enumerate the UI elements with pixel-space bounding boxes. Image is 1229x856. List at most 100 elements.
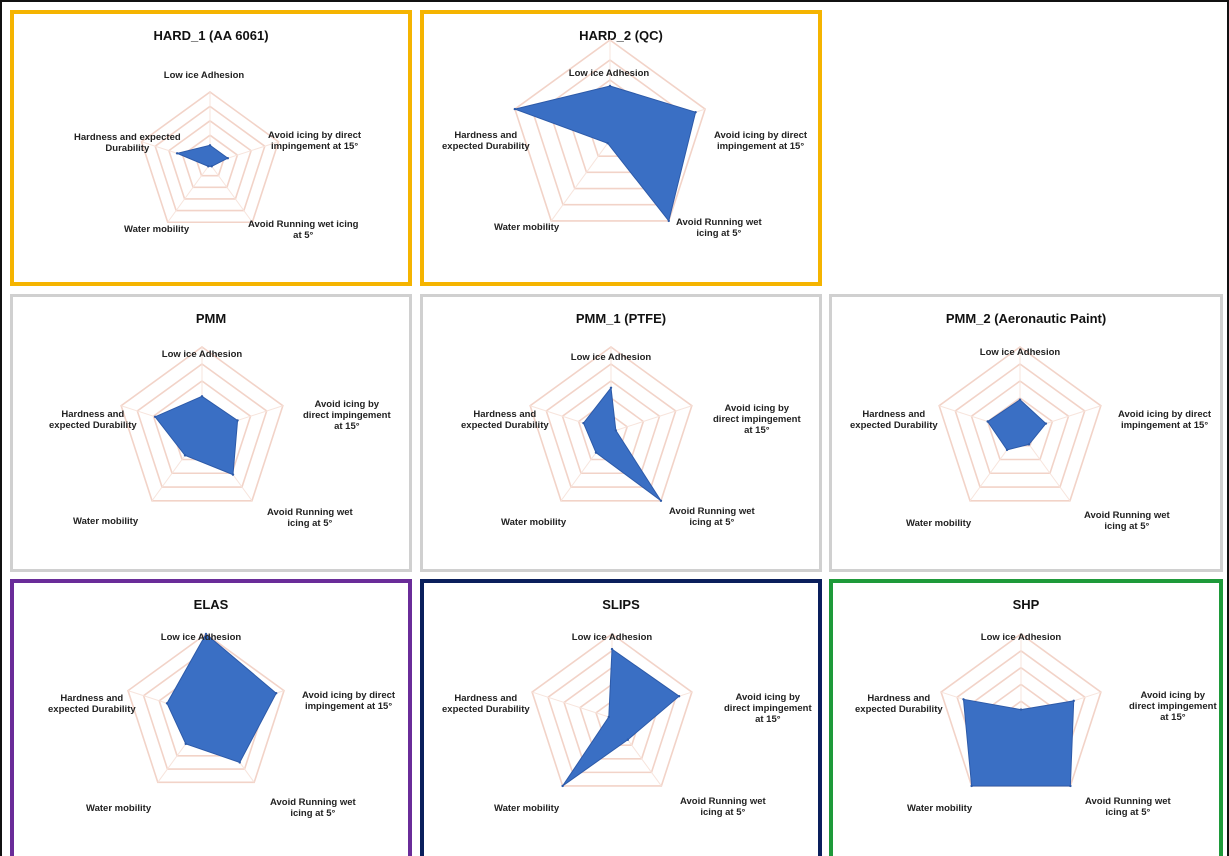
grid-ring	[152, 380, 252, 475]
data-point	[274, 691, 278, 695]
data-point	[667, 219, 670, 223]
axis-label: Hardness and expected Durability	[855, 693, 943, 715]
axis-label: Avoid Running wet icing at 5°	[270, 797, 356, 819]
chart-title: PMM_1 (PTFE)	[575, 311, 667, 326]
data-point	[513, 107, 517, 111]
data-point	[582, 421, 585, 425]
axis-label: Low ice Adhesion	[161, 349, 243, 360]
data-point	[175, 152, 179, 155]
panel-pmm-2: PMM_2 (Aeronautic Paint) Low ice Adhesion…	[829, 294, 1223, 572]
panel-slips: SLIPS Low ice Adhesion Avoid icing by dire…	[420, 579, 822, 856]
data-point	[200, 395, 204, 398]
data-point	[609, 386, 613, 389]
data-point	[970, 784, 973, 788]
chart-title: HARD_1 (AA 6061)	[153, 28, 269, 43]
axis-label: Low ice Adhesion	[163, 70, 245, 81]
data-point	[677, 694, 681, 698]
axis-label: Avoid icing by direct impingement at 15°	[1118, 409, 1212, 431]
panel-hard-2: HARD_2 (QC) Low ice Adhesion Avoid icing b…	[420, 10, 822, 286]
grid-ring	[120, 346, 284, 502]
data-point	[610, 647, 614, 651]
grid-ring	[954, 363, 1086, 488]
chart-title: SLIPS	[602, 597, 640, 612]
axis-label: Avoid Running wet icing at 5°	[1085, 796, 1171, 818]
data-point	[606, 142, 609, 145]
panel-shp: SHP Low ice Adhesion Avoid icing by direct…	[829, 579, 1223, 856]
radar-chart	[531, 633, 693, 788]
axis-spoke	[550, 139, 611, 222]
axis-label: Water mobility	[124, 224, 190, 235]
axis-label: Low ice Adhesion	[160, 632, 242, 643]
radar-chart	[529, 346, 693, 502]
axis-label: Avoid icing by direct impingement at 15°	[302, 690, 396, 712]
data-point	[165, 702, 169, 705]
data-area	[582, 386, 662, 502]
axis-label: Water mobility	[501, 517, 567, 528]
chart-title: ELAS	[193, 597, 229, 612]
grid-ring	[545, 363, 677, 488]
data-point	[1005, 448, 1009, 452]
grid-ring	[561, 380, 661, 475]
grid-ring	[531, 633, 693, 787]
data-area	[513, 85, 697, 223]
data-point	[1044, 422, 1048, 425]
data-point	[208, 144, 212, 147]
axis-label: Water mobility	[86, 803, 152, 814]
grid-ring	[529, 346, 693, 502]
data-point	[1069, 784, 1072, 788]
axis-label: Avoid icing by direct impingement at 15°	[714, 130, 808, 152]
panel-pmm-1: PMM_1 (PTFE) Low ice Adhesion Avoid icing …	[420, 294, 822, 572]
data-area	[562, 648, 680, 787]
axis-label: Hardness and expected Durability	[74, 132, 181, 154]
data-point	[236, 419, 239, 422]
axis-label: Hardness and expected Durability	[461, 409, 549, 431]
data-point	[231, 473, 235, 476]
axis-label: Avoid icing by direct impingement at 15°	[268, 130, 362, 152]
grid-ring	[154, 105, 266, 212]
axis-label: Low ice Adhesion	[979, 347, 1061, 358]
axis-spoke	[167, 163, 211, 223]
data-point	[238, 761, 241, 764]
data-point	[204, 632, 208, 636]
data-point	[1072, 699, 1075, 703]
axis-spoke	[531, 691, 613, 719]
axis-label: Avoid Running wet icing at 5°	[1084, 510, 1170, 532]
axis-label: Avoid icing by direct impingement at 15°	[303, 399, 391, 432]
axis-label: Hardness and expected Durability	[442, 693, 530, 715]
axis-label: Avoid icing by direct impingement at 15°	[724, 692, 812, 725]
axis-label: Avoid Running wet icing at 5°	[248, 219, 359, 241]
axis-label: Avoid Running wet icing at 5°	[676, 217, 762, 239]
data-point	[594, 451, 598, 454]
data-point	[607, 715, 611, 719]
data-area	[962, 698, 1075, 787]
data-point	[659, 499, 663, 502]
grid-ring	[167, 119, 253, 200]
grid-ring	[127, 633, 285, 784]
grid-ring	[136, 363, 268, 488]
data-point	[1027, 443, 1031, 446]
grid-ring	[970, 380, 1070, 475]
axis-label: Water mobility	[494, 222, 560, 233]
data-point	[210, 165, 213, 168]
axis-label: Avoid icing by direct impingement at 15°	[1129, 690, 1217, 723]
chart-title: SHP	[1012, 597, 1040, 612]
axis-label: Low ice Adhesion	[570, 352, 652, 363]
axis-label: Avoid Running wet icing at 5°	[669, 506, 755, 528]
data-point	[207, 165, 210, 168]
data-point	[626, 738, 629, 741]
panel-pmm: PMM Low ice Adhesion Avoid icing by direct…	[10, 294, 412, 572]
radar-chart	[940, 633, 1102, 788]
axis-label: Hardness and expected Durability	[442, 130, 530, 152]
axis-label: Low ice Adhesion	[571, 632, 653, 643]
panel-elas: ELAS Low ice Adhesion Avoid icing by direc…	[10, 579, 412, 856]
radar-chart	[120, 346, 284, 502]
axis-label: Avoid icing by direct impingement at 15°	[713, 403, 801, 436]
data-area	[175, 144, 229, 167]
radar-chart	[127, 632, 285, 784]
axis-label: Water mobility	[906, 518, 972, 529]
data-point	[226, 157, 230, 160]
axis-spoke	[209, 163, 253, 223]
data-point	[183, 454, 187, 457]
chart-title: PMM	[195, 311, 227, 326]
